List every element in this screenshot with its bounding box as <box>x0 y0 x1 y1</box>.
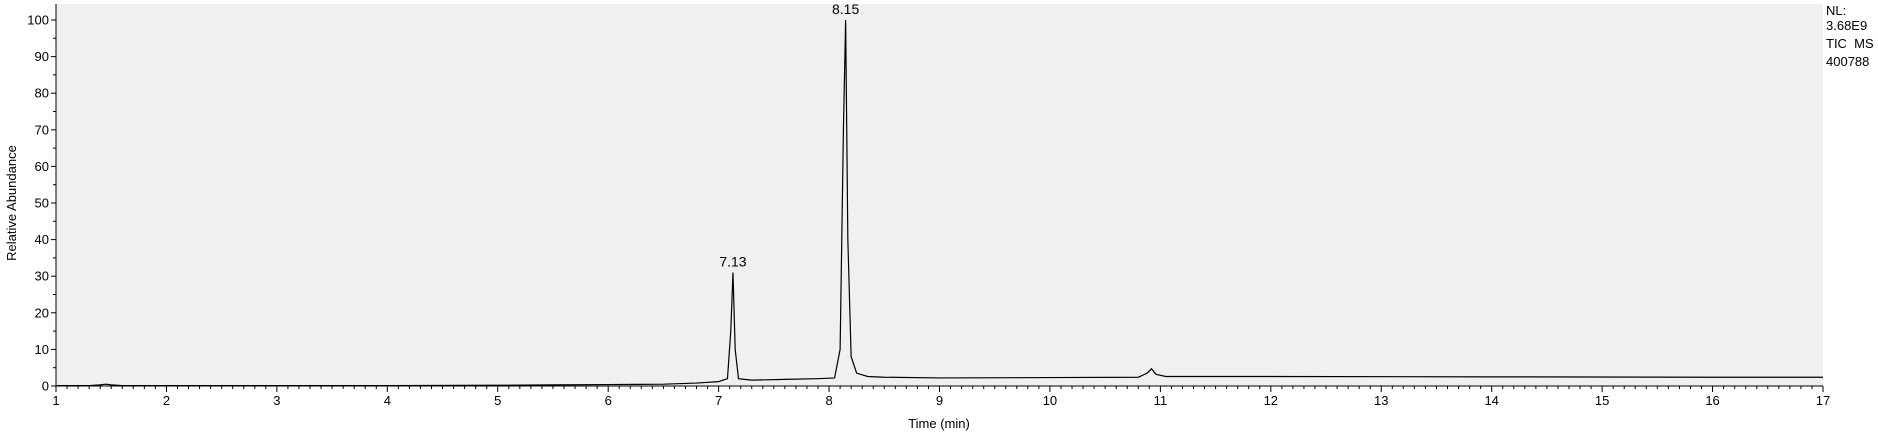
y-tick-label: 70 <box>35 122 49 137</box>
x-tick-label: 10 <box>1043 393 1057 408</box>
y-tick-label: 40 <box>35 232 49 247</box>
x-tick-label: 8 <box>825 393 832 408</box>
info-scan-type: TIC MS <box>1826 36 1874 51</box>
info-nl-value: 3.68E9 <box>1826 18 1867 33</box>
x-tick-label: 12 <box>1264 393 1278 408</box>
x-tick-label: 14 <box>1484 393 1498 408</box>
x-tick-label: 1 <box>52 393 59 408</box>
y-axis-ticks: 0 10 20 30 40 50 60 70 80 90 100 <box>27 13 56 394</box>
x-axis-ticks: 1 2 3 4 5 6 7 8 9 10 11 12 13 14 15 16 17 <box>52 386 1830 408</box>
x-tick-label: 3 <box>273 393 280 408</box>
x-tick-label: 16 <box>1705 393 1719 408</box>
y-tick-label: 50 <box>35 196 49 211</box>
plot-area <box>56 4 1823 386</box>
x-tick-label: 13 <box>1374 393 1388 408</box>
x-tick-label: 2 <box>163 393 170 408</box>
x-tick-label: 5 <box>494 393 501 408</box>
x-tick-label: 17 <box>1816 393 1830 408</box>
y-tick-label: 60 <box>35 159 49 174</box>
y-tick-label: 80 <box>35 86 49 101</box>
y-tick-label: 100 <box>27 13 49 28</box>
x-tick-label: 15 <box>1595 393 1609 408</box>
peak-label: 7.13 <box>719 254 746 270</box>
x-tick-label: 7 <box>715 393 722 408</box>
y-tick-label: 10 <box>35 342 49 357</box>
y-tick-label: 90 <box>35 49 49 64</box>
peak-label: 8.15 <box>832 1 859 17</box>
x-tick-label: 4 <box>384 393 391 408</box>
chromatogram-trace <box>56 19 1823 387</box>
x-tick-label: 9 <box>936 393 943 408</box>
y-tick-label: 0 <box>42 379 49 394</box>
info-file-number: 400788 <box>1826 54 1869 69</box>
peak-annotations: 7.13 8.15 <box>719 1 859 270</box>
info-block: NL: 3.68E9 TIC MS 400788 <box>1826 3 1874 69</box>
x-tick-label: 6 <box>605 393 612 408</box>
y-tick-label: 30 <box>35 269 49 284</box>
x-axis-title: Time (min) <box>908 416 970 431</box>
info-nl-label: NL: <box>1826 3 1846 18</box>
x-tick-label: 11 <box>1154 393 1168 408</box>
y-axis-title: Relative Abundance <box>4 145 19 261</box>
y-tick-label: 20 <box>35 305 49 320</box>
